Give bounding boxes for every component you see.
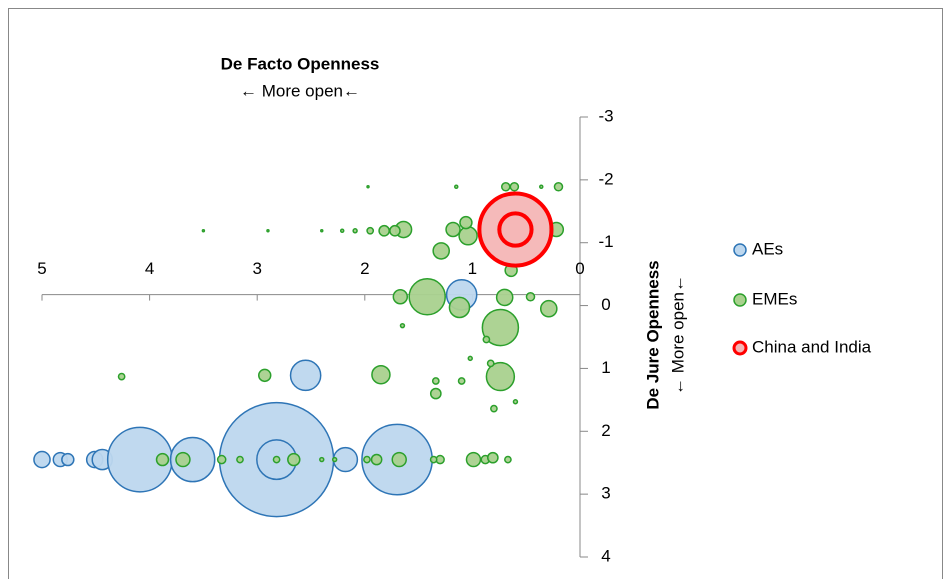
bubble bbox=[448, 296, 471, 319]
y-tick-label: -2 bbox=[598, 169, 613, 188]
x-axis-subtitle: ← More open← bbox=[240, 81, 360, 100]
x-tick-label: 2 bbox=[360, 259, 369, 278]
bubble bbox=[454, 184, 459, 190]
bubble bbox=[117, 372, 126, 381]
bubble bbox=[61, 452, 75, 467]
x-tick-label: 3 bbox=[252, 259, 261, 278]
y-tick-label: -1 bbox=[598, 232, 613, 251]
bubble bbox=[408, 277, 446, 316]
bubble bbox=[289, 359, 322, 392]
legend-label: China and India bbox=[752, 337, 872, 356]
bubble bbox=[497, 211, 534, 248]
bubble bbox=[500, 181, 511, 192]
y-tick-label: 1 bbox=[601, 358, 610, 377]
legend-label: EMEs bbox=[752, 289, 797, 308]
x-tick-label: 5 bbox=[37, 259, 46, 278]
x-tick-label: 4 bbox=[145, 259, 154, 278]
bubble bbox=[525, 291, 536, 302]
bubble bbox=[319, 456, 325, 463]
bubble bbox=[539, 184, 544, 190]
bubble bbox=[432, 242, 451, 260]
bubble bbox=[370, 453, 383, 466]
bubble bbox=[258, 368, 272, 383]
legend-marker bbox=[733, 243, 747, 257]
bubble bbox=[33, 450, 51, 469]
bubble bbox=[331, 456, 338, 463]
bubble bbox=[459, 215, 473, 230]
bubble bbox=[490, 404, 498, 413]
bubble bbox=[512, 399, 519, 405]
x-axis-title: De Facto Openness bbox=[221, 54, 380, 73]
bubble bbox=[485, 361, 516, 392]
bubble bbox=[272, 455, 281, 464]
bubble bbox=[445, 221, 461, 238]
bubble bbox=[429, 387, 442, 400]
bubble bbox=[539, 299, 558, 318]
bubble bbox=[378, 224, 391, 237]
bubble bbox=[391, 451, 407, 468]
bubble bbox=[429, 455, 438, 464]
x-tick-label: 1 bbox=[468, 259, 477, 278]
bubble bbox=[389, 224, 401, 237]
bubble bbox=[486, 451, 499, 464]
bubble bbox=[169, 436, 216, 483]
bubble bbox=[216, 454, 227, 465]
bubble bbox=[175, 451, 191, 468]
bubble bbox=[287, 452, 301, 467]
bubble bbox=[320, 229, 324, 233]
legend-marker bbox=[732, 340, 748, 356]
bubble bbox=[363, 455, 371, 464]
bubble bbox=[366, 185, 370, 189]
legend-label: AEs bbox=[752, 239, 783, 258]
bubble bbox=[155, 452, 170, 467]
bubble bbox=[481, 308, 520, 347]
bubble bbox=[482, 335, 491, 344]
bubble bbox=[509, 181, 520, 192]
legend-marker bbox=[733, 293, 747, 307]
y-tick-label: 2 bbox=[601, 421, 610, 440]
bubble bbox=[371, 364, 391, 385]
y-tick-label: 0 bbox=[601, 295, 610, 314]
x-tick-label: 0 bbox=[575, 259, 584, 278]
bubble bbox=[366, 226, 375, 235]
bubble bbox=[236, 455, 244, 464]
bubble bbox=[486, 359, 495, 368]
y-axis-title: De Jure Openness bbox=[643, 260, 662, 409]
bubble bbox=[399, 322, 406, 329]
y-tick-label: 3 bbox=[601, 484, 610, 503]
bubble bbox=[467, 355, 473, 362]
bubble bbox=[431, 377, 440, 385]
bubble bbox=[392, 289, 409, 305]
y-tick-label: -3 bbox=[598, 106, 613, 125]
bubble bbox=[458, 226, 478, 246]
bubble bbox=[553, 181, 564, 192]
bubble bbox=[504, 455, 512, 464]
bubble bbox=[339, 228, 345, 234]
bubble bbox=[266, 229, 270, 233]
bubble bbox=[465, 451, 482, 468]
bubble bbox=[495, 288, 514, 307]
bubble bbox=[352, 228, 358, 234]
y-tick-label: 4 bbox=[601, 546, 610, 565]
bubble bbox=[457, 377, 466, 385]
y-axis-subtitle: ← More open← bbox=[668, 275, 687, 395]
bubble bbox=[201, 229, 206, 233]
